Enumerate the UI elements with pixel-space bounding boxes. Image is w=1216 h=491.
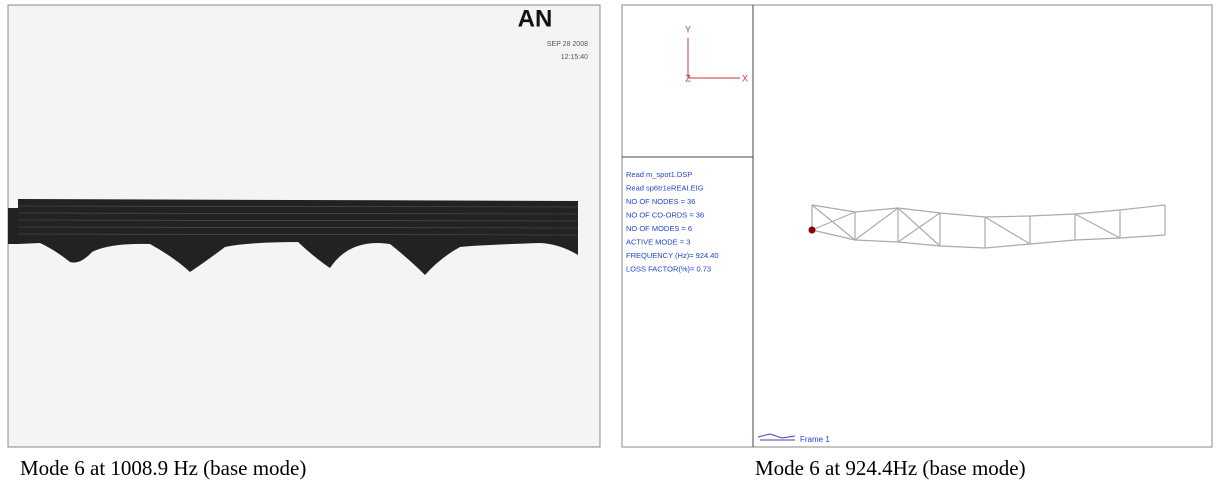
right-screenshot: Y Z X Read m_spot1.DSP Read sp6tr1eREAI.E… xyxy=(622,5,1212,447)
date: SEP 28 2008 xyxy=(547,41,588,48)
axis-label: X xyxy=(742,73,748,83)
time: 12:15:40 xyxy=(561,54,588,61)
axis-label: Y xyxy=(685,24,691,34)
mesh-end xyxy=(8,208,18,244)
info-line: NO OF NODES = 36 xyxy=(626,197,695,206)
left-screenshot: AN SEP 28 2008 12:15:40 xyxy=(8,5,600,447)
node-marker xyxy=(809,227,816,234)
frame-label: Frame 1 xyxy=(800,435,830,444)
info-line: NO OF CO-ORDS = 36 xyxy=(626,210,704,219)
logo: AN xyxy=(518,5,553,32)
caption: Mode 6 at 1008.9 Hz (base mode) xyxy=(20,456,306,480)
figure: AN SEP 28 2008 12:15:40 Mode 6 at 1008.9… xyxy=(0,0,1216,486)
info-line: Read m_spot1.DSP xyxy=(626,170,692,179)
info-line: FREQUENCY (Hz)= 924.40 xyxy=(626,251,719,260)
info-line: Read sp6tr1eREAI.EIG xyxy=(626,183,704,192)
info-line: NO OF MODES = 6 xyxy=(626,224,692,233)
info-line: LOSS FACTOR(%)= 0.73 xyxy=(626,264,711,273)
info-line: ACTIVE MODE = 3 xyxy=(626,237,690,246)
axis-label: Z xyxy=(685,73,691,83)
right-frame xyxy=(622,5,1212,447)
caption: Mode 6 at 924.4Hz (base mode) xyxy=(755,456,1026,480)
